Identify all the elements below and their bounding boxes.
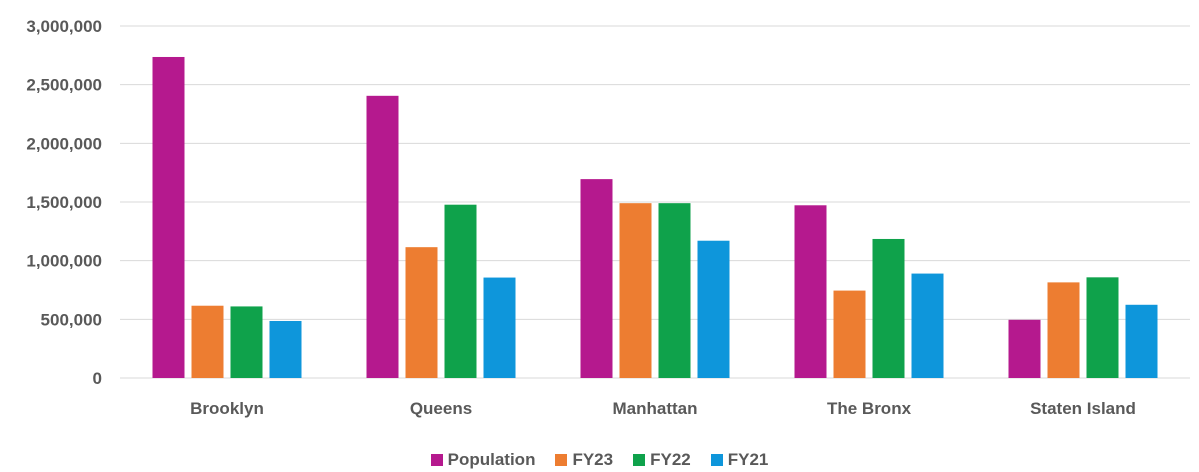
- y-tick-label: 0: [93, 369, 102, 388]
- x-category-label: The Bronx: [827, 399, 912, 418]
- legend-swatch-population: [430, 454, 443, 466]
- legend-label-population: Population: [447, 450, 536, 469]
- legend-item-fy21: FY21: [710, 450, 769, 470]
- x-category-label: Manhattan: [613, 399, 698, 418]
- legend-swatch-fy23: [555, 454, 568, 466]
- bar-fy23-manhattan: [619, 203, 652, 378]
- bar-fy23-queens: [405, 247, 438, 378]
- bar-fy22-the-bronx: [872, 238, 905, 378]
- y-tick-label: 2,500,000: [26, 76, 102, 95]
- bar-fy23-the-bronx: [833, 290, 866, 378]
- bars: [152, 56, 1158, 379]
- x-category-label: Brooklyn: [190, 399, 264, 418]
- bar-fy22-manhattan: [658, 203, 691, 378]
- legend-item-fy22: FY22: [633, 450, 691, 470]
- y-axis-ticks: 0 500,000 1,000,000 1,500,000 2,000,000 2,500…: [26, 17, 102, 388]
- bar-fy22-brooklyn: [230, 306, 263, 378]
- y-tick-label: 500,000: [41, 310, 102, 329]
- gridlines: [120, 25, 1190, 379]
- x-axis-categories: Brooklyn Queens Manhattan The Bronx Staten I…: [190, 399, 1136, 418]
- bar-population-staten-island: [1008, 319, 1041, 378]
- bar-population-brooklyn: [152, 56, 185, 378]
- y-tick-label: 3,000,000: [26, 17, 102, 36]
- y-tick-label: 2,000,000: [26, 134, 102, 153]
- legend-swatch-fy22: [633, 454, 646, 466]
- bar-population-manhattan: [580, 179, 613, 378]
- bar-fy21-manhattan: [697, 240, 730, 378]
- legend-swatch-fy21: [710, 454, 723, 466]
- legend-item-fy23: FY23: [555, 450, 613, 470]
- bar-fy23-staten-island: [1047, 282, 1080, 378]
- legend-label-fy22: FY22: [650, 450, 691, 469]
- bar-fy21-queens: [483, 277, 516, 378]
- bar-fy22-staten-island: [1086, 277, 1119, 378]
- x-category-label: Queens: [410, 399, 472, 418]
- bar-fy21-the-bronx: [911, 273, 944, 378]
- bar-fy23-brooklyn: [191, 305, 224, 378]
- bar-fy22-queens: [444, 204, 477, 378]
- bar-fy21-staten-island: [1125, 304, 1158, 378]
- legend-item-population: Population: [430, 450, 536, 470]
- x-category-label: Staten Island: [1030, 399, 1136, 418]
- y-tick-label: 1,000,000: [26, 252, 102, 271]
- bar-population-the-bronx: [794, 205, 827, 378]
- bar-chart: 0 500,000 1,000,000 1,500,000 2,000,000 2,500…: [26, 17, 1190, 418]
- legend-label-fy21: FY21: [727, 450, 769, 469]
- bar-fy21-brooklyn: [269, 320, 302, 378]
- legend: Population FY23 FY22 FY21: [0, 450, 1199, 470]
- y-tick-label: 1,500,000: [26, 193, 102, 212]
- bar-population-queens: [366, 95, 399, 379]
- legend-label-fy23: FY23: [572, 450, 614, 469]
